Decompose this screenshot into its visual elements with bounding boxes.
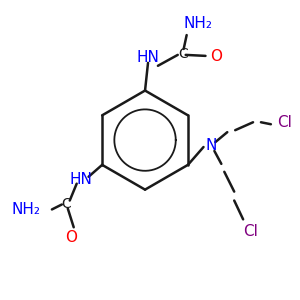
Text: NH₂: NH₂ bbox=[183, 16, 212, 31]
Text: O: O bbox=[65, 230, 77, 245]
Text: C: C bbox=[178, 47, 188, 61]
Text: HN: HN bbox=[136, 50, 160, 65]
Text: N: N bbox=[206, 137, 217, 152]
Text: HN: HN bbox=[69, 172, 92, 187]
Text: Cl: Cl bbox=[244, 224, 259, 239]
Text: O: O bbox=[210, 50, 222, 64]
Text: NH₂: NH₂ bbox=[12, 202, 41, 217]
Text: Cl: Cl bbox=[277, 115, 292, 130]
Text: C: C bbox=[61, 197, 71, 212]
